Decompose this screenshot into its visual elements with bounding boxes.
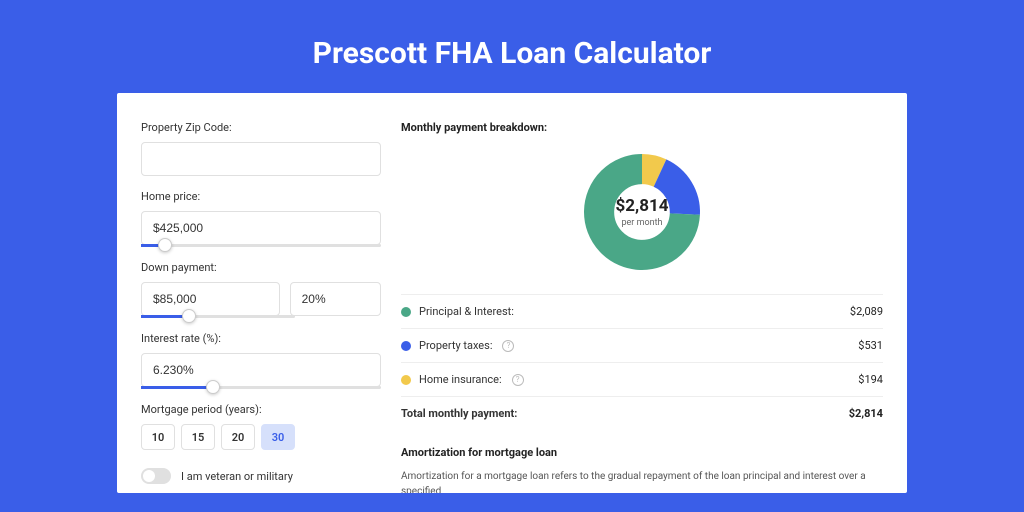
help-icon[interactable]: ? — [502, 340, 514, 352]
page-title: Prescott FHA Loan Calculator — [0, 0, 1024, 93]
rate-slider[interactable] — [141, 386, 381, 389]
veteran-row: I am veteran or military — [141, 468, 381, 484]
slider-fill — [141, 386, 213, 389]
amortization-heading: Amortization for mortgage loan — [401, 446, 883, 459]
breakdown-label: Property taxes: — [419, 339, 492, 352]
zip-label: Property Zip Code: — [141, 121, 381, 134]
donut-wrap: $2,814 per month — [401, 150, 883, 274]
down-payment-field: Down payment: — [141, 261, 381, 318]
period-btn-30[interactable]: 30 — [261, 424, 295, 450]
slider-thumb[interactable] — [158, 238, 172, 252]
down-payment-pct-input[interactable] — [290, 282, 381, 316]
legend-dot — [401, 307, 411, 317]
breakdown-value: $2,089 — [850, 305, 883, 318]
period-label: Mortgage period (years): — [141, 403, 381, 416]
breakdown-value: $531 — [858, 339, 883, 352]
breakdown-panel: Monthly payment breakdown: $2,814 per mo… — [401, 121, 883, 493]
help-icon[interactable]: ? — [512, 374, 524, 386]
rate-label: Interest rate (%): — [141, 332, 381, 345]
breakdown-label: Principal & Interest: — [419, 305, 514, 318]
legend-dot — [401, 341, 411, 351]
zip-field: Property Zip Code: — [141, 121, 381, 176]
breakdown-heading: Monthly payment breakdown: — [401, 121, 883, 134]
period-btn-20[interactable]: 20 — [221, 424, 255, 450]
breakdown-row: Principal & Interest: $2,089 — [401, 294, 883, 328]
period-field: Mortgage period (years): 10152030 — [141, 403, 381, 450]
veteran-label: I am veteran or military — [181, 470, 293, 483]
down-payment-label: Down payment: — [141, 261, 381, 274]
period-btn-10[interactable]: 10 — [141, 424, 175, 450]
total-value: $2,814 — [849, 407, 883, 420]
down-payment-slider[interactable] — [141, 315, 295, 318]
period-btn-15[interactable]: 15 — [181, 424, 215, 450]
donut-chart: $2,814 per month — [580, 150, 704, 274]
amortization-body: Amortization for a mortgage loan refers … — [401, 469, 883, 493]
toggle-knob — [143, 470, 155, 482]
home-price-field: Home price: — [141, 190, 381, 247]
legend-dot — [401, 375, 411, 385]
zip-input[interactable] — [141, 142, 381, 176]
donut-sub: per month — [621, 218, 662, 228]
slider-thumb[interactable] — [206, 380, 220, 394]
breakdown-row: Property taxes:? $531 — [401, 328, 883, 362]
calculator-card: Property Zip Code: Home price: Down paym… — [117, 93, 907, 493]
breakdown-value: $194 — [858, 373, 883, 386]
breakdown-row: Home insurance:? $194 — [401, 362, 883, 396]
breakdown-rows: Principal & Interest: $2,089 Property taxe… — [401, 294, 883, 396]
home-price-label: Home price: — [141, 190, 381, 203]
slider-thumb[interactable] — [182, 309, 196, 323]
rate-field: Interest rate (%): — [141, 332, 381, 389]
rate-input[interactable] — [141, 353, 381, 387]
veteran-toggle[interactable] — [141, 468, 171, 484]
form-panel: Property Zip Code: Home price: Down paym… — [141, 121, 381, 493]
donut-amount: $2,814 — [616, 196, 669, 216]
down-payment-input[interactable] — [141, 282, 280, 316]
breakdown-label: Home insurance: — [419, 373, 502, 386]
total-label: Total monthly payment: — [401, 407, 517, 420]
home-price-slider[interactable] — [141, 244, 381, 247]
donut-center: $2,814 per month — [580, 150, 704, 274]
period-row: 10152030 — [141, 424, 381, 450]
total-row: Total monthly payment: $2,814 — [401, 396, 883, 430]
home-price-input[interactable] — [141, 211, 381, 245]
